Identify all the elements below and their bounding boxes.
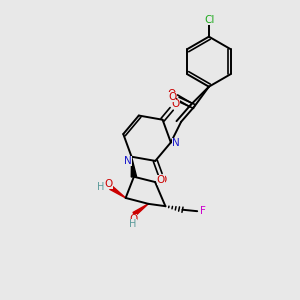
Text: Cl: Cl <box>204 15 215 25</box>
Text: O: O <box>157 175 165 185</box>
Text: N: N <box>124 156 132 166</box>
Text: O: O <box>167 89 175 99</box>
Text: H: H <box>129 219 137 229</box>
Text: H: H <box>97 182 104 192</box>
Text: O: O <box>158 175 166 185</box>
Text: F: F <box>200 206 206 216</box>
Polygon shape <box>133 204 148 216</box>
Text: O: O <box>168 92 176 102</box>
Text: O: O <box>104 179 113 189</box>
Text: O: O <box>129 214 137 224</box>
Polygon shape <box>110 186 126 198</box>
Polygon shape <box>131 157 136 177</box>
Text: N: N <box>172 138 180 148</box>
Text: O: O <box>172 99 180 109</box>
